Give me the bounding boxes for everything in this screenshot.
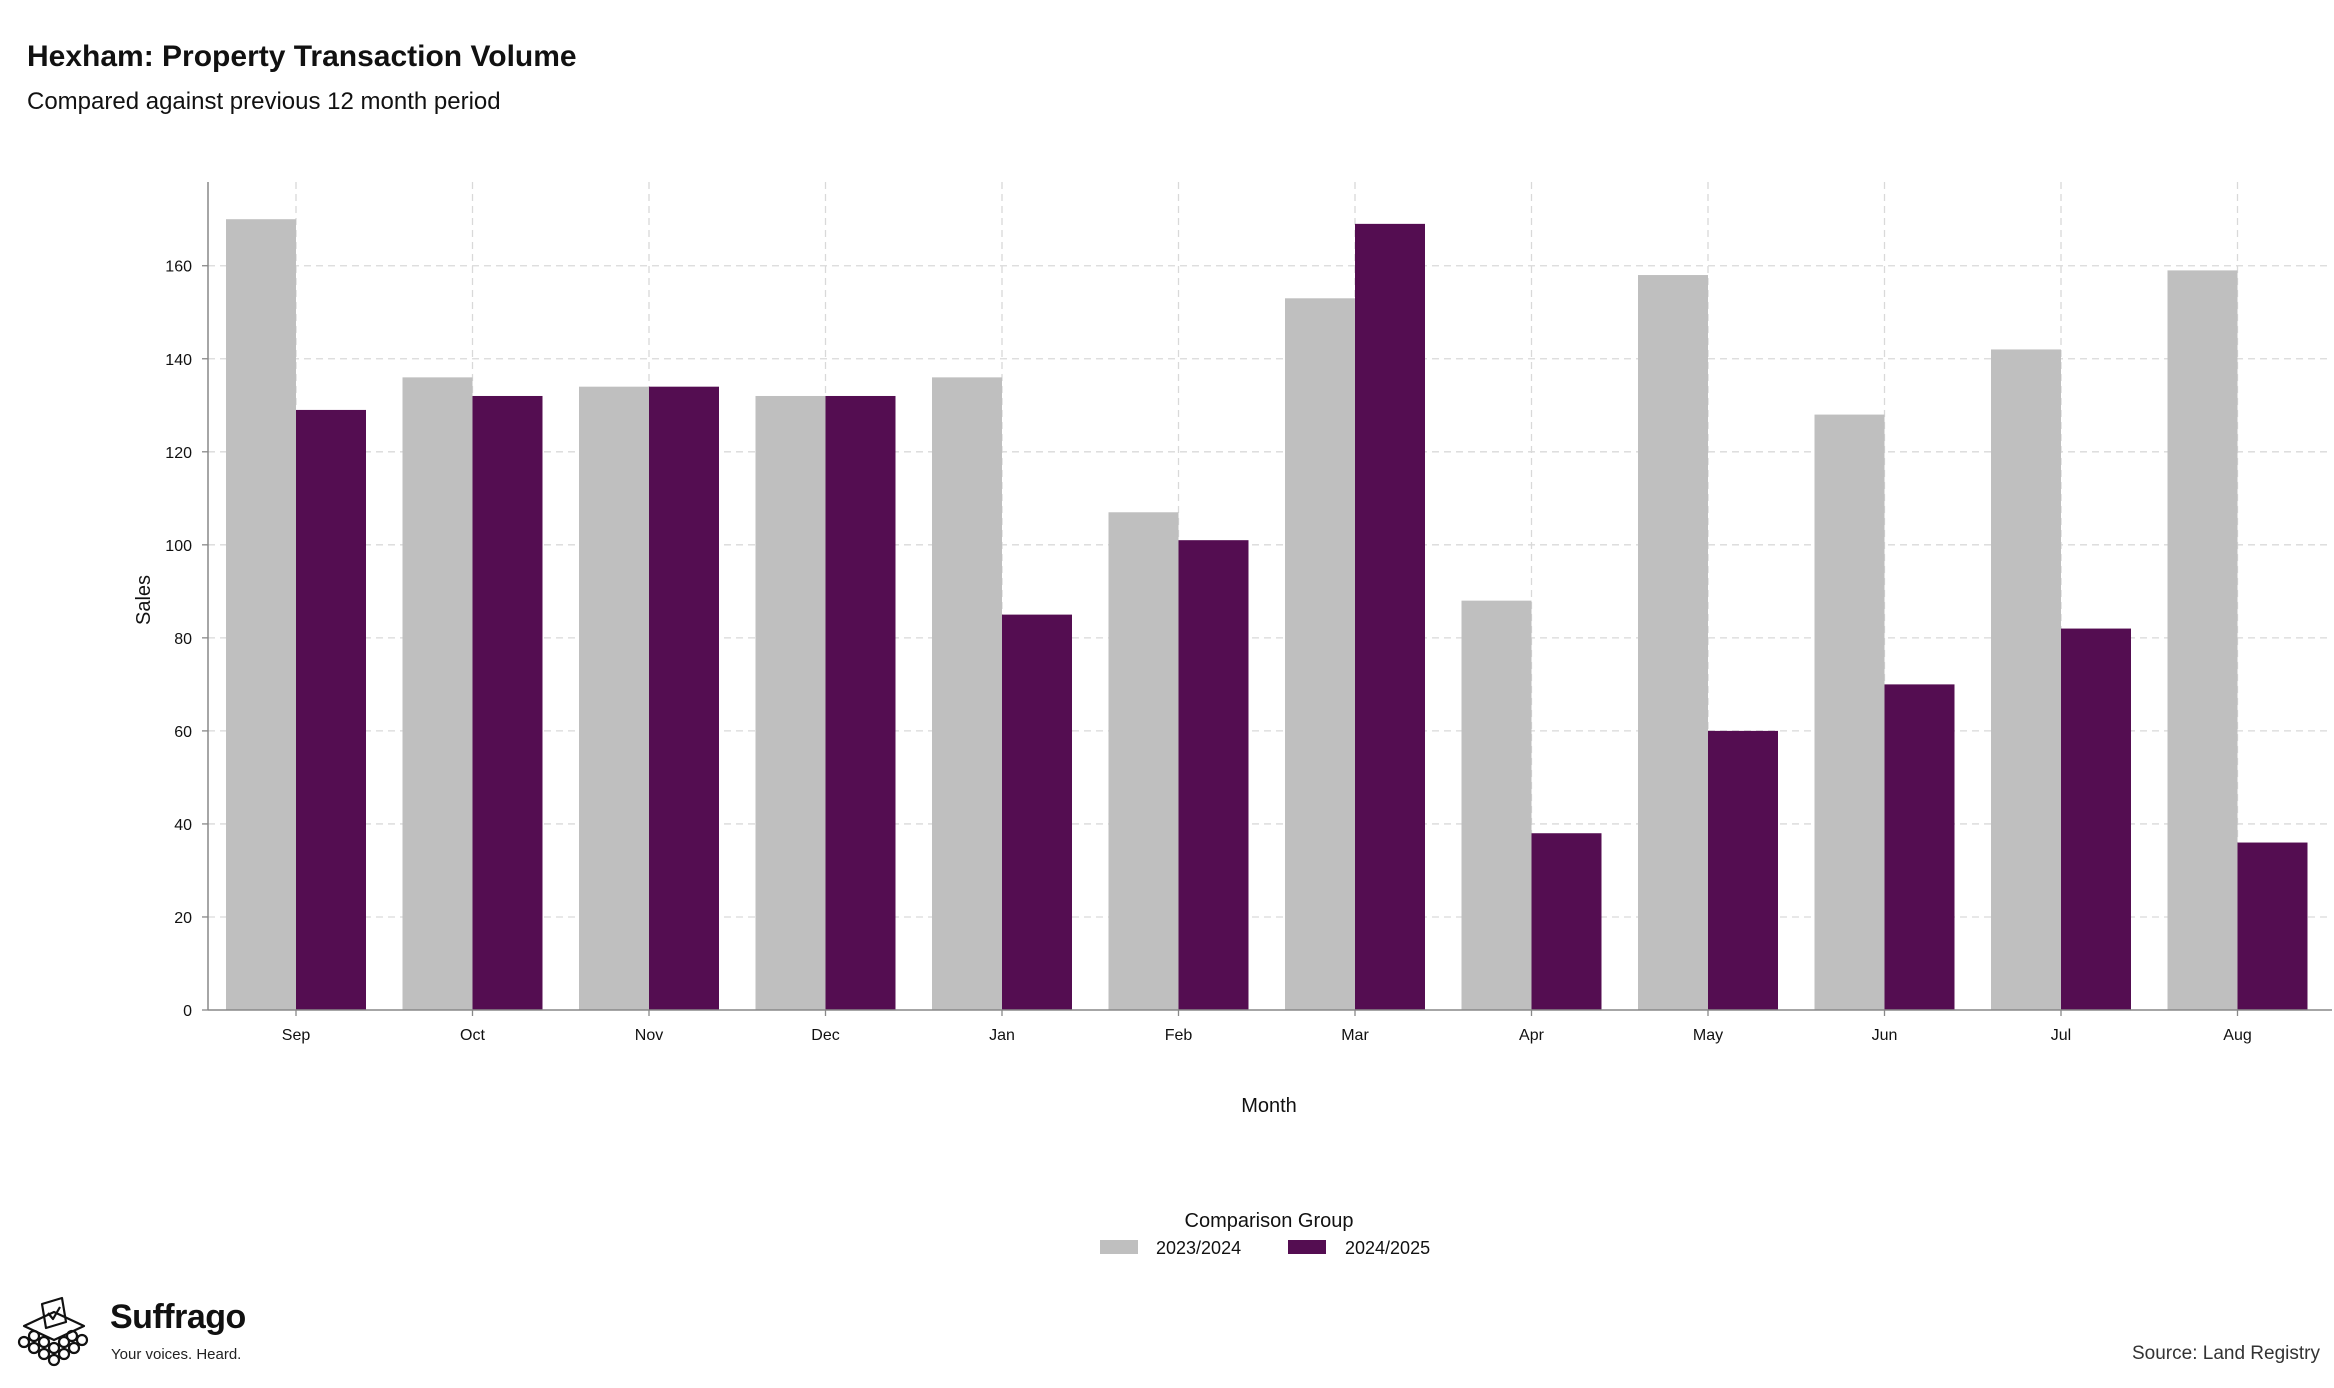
y-tick-label: 60 [174,724,192,741]
bar-2023-2024-dec [755,395,826,1010]
bar-2024-2025-mar [1355,223,1425,1010]
legend: Comparison Group 2023/2024 2024/2025 [1100,1210,1430,1258]
x-tick-label: Feb [1165,1027,1193,1044]
y-tick-label: 0 [183,1003,192,1020]
bar-2023-2024-sep [226,219,296,1010]
brand-name: Suffrago [110,1298,246,1336]
brand-tagline: Your voices. Heard. [111,1346,242,1363]
legend-label-2024-2025: 2024/2025 [1345,1238,1430,1258]
legend-label-2023-2024: 2023/2024 [1156,1238,1241,1258]
bar-2024-2025-jul [2061,628,2131,1010]
bar-2024-2025-oct [472,395,543,1010]
x-tick-label: Sep [282,1027,311,1044]
bar-2024-2025-feb [1178,540,1249,1010]
bar-2024-2025-may [1708,730,1778,1010]
bar-2023-2024-feb [1108,512,1179,1010]
bar-2024-2025-aug [2237,842,2308,1010]
chart-title: Hexham: Property Transaction Volume [27,40,577,73]
y-tick-label: 20 [174,910,192,927]
y-tick-label: 80 [174,631,192,648]
y-tick-label: 40 [174,817,192,834]
bars [226,219,2308,1011]
x-tick-label: Mar [1341,1027,1369,1044]
bar-2023-2024-oct [402,377,473,1010]
source-note: Source: Land Registry [2132,1343,2320,1364]
x-axis-title: Month [1241,1095,1297,1117]
x-tick-label: Dec [811,1027,839,1044]
legend-swatch-2024-2025 [1288,1240,1326,1254]
x-tick-label: Nov [635,1027,663,1044]
bar-2023-2024-may [1638,275,1708,1011]
bar-2024-2025-jun [1884,684,1955,1010]
bar-2024-2025-apr [1531,833,1602,1010]
y-tick-label: 160 [165,259,192,276]
bar-2024-2025-nov [649,386,719,1010]
bar-2023-2024-nov [579,386,649,1010]
x-tick-label: Jun [1872,1027,1898,1044]
y-tick-label: 100 [165,538,192,555]
bar-2023-2024-jun [1814,414,1885,1011]
bar-2024-2025-jan [1002,614,1072,1010]
x-tick-label: Oct [460,1027,485,1044]
x-tick-label: Jan [989,1027,1015,1044]
y-axis-title: Sales [133,575,155,625]
bar-2023-2024-apr [1461,600,1532,1010]
axes: 0 20 40 60 80 100 120 140 160 Sep Oct Nov Dec Jan Feb M… [165,182,2332,1044]
bar-2024-2025-dec [825,395,896,1010]
bar-2023-2024-jan [932,377,1002,1010]
x-tick-label: Aug [2223,1027,2251,1044]
bar-2023-2024-mar [1285,298,1355,1011]
x-tick-label: Jul [2051,1027,2071,1044]
y-tick-label: 140 [165,352,192,369]
legend-title: Comparison Group [1185,1210,1354,1232]
x-tick-label: May [1693,1027,1723,1044]
bar-2024-2025-sep [296,409,366,1010]
bar-2023-2024-jul [1991,349,2061,1010]
legend-swatch-2023-2024 [1100,1240,1138,1254]
ballot-box-crowd-icon [17,1296,89,1367]
x-tick-label: Apr [1519,1027,1545,1044]
chart-subtitle: Compared against previous 12 month perio… [27,88,501,115]
y-tick-label: 120 [165,445,192,462]
bar-2023-2024-aug [2167,270,2238,1010]
